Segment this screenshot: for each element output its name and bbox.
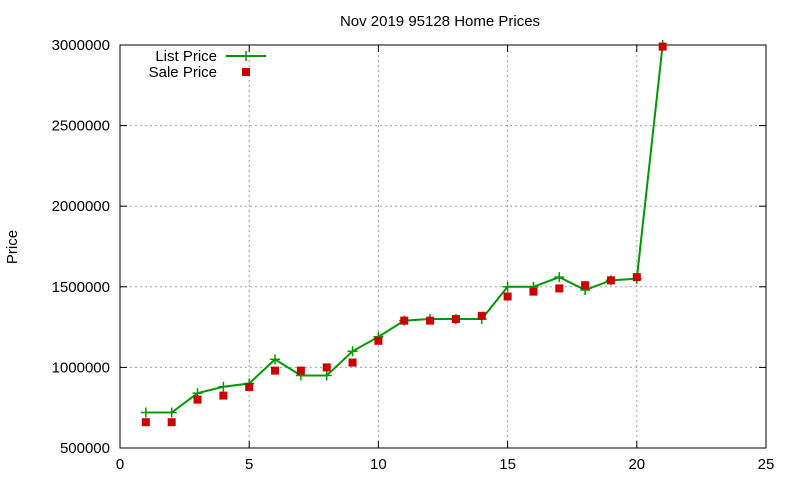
sale-price-point bbox=[167, 418, 176, 427]
sale-price-point bbox=[245, 383, 254, 392]
x-tick-label: 5 bbox=[245, 456, 253, 473]
legend-label: List Price bbox=[155, 48, 217, 65]
y-tick-label: 3000000 bbox=[52, 37, 110, 54]
sale-price-point bbox=[219, 391, 228, 400]
sale-price-point bbox=[374, 336, 383, 345]
sale-price-point bbox=[503, 292, 512, 301]
legend-square-marker bbox=[242, 68, 250, 76]
sale-price-point bbox=[141, 418, 150, 427]
y-tick-label: 1500000 bbox=[52, 279, 110, 296]
x-tick-label: 20 bbox=[628, 456, 645, 473]
x-tick-label: 0 bbox=[116, 456, 124, 473]
series-1 bbox=[141, 42, 667, 427]
list-price-point bbox=[321, 370, 332, 381]
sale-price-point bbox=[348, 358, 357, 367]
list-price-point bbox=[140, 407, 151, 418]
list-price-point bbox=[270, 354, 281, 365]
axes: 0 5 10 15 20 25 500000 1000000 1500000 2000000 250… bbox=[52, 37, 775, 473]
list-price-point bbox=[554, 272, 565, 283]
list-price-point bbox=[218, 381, 229, 392]
sale-price-point bbox=[322, 363, 331, 372]
sale-price-point bbox=[477, 311, 486, 320]
sale-price-point bbox=[271, 366, 280, 375]
chart-title: Nov 2019 95128 Home Prices bbox=[340, 13, 540, 30]
sale-price-point bbox=[581, 281, 590, 290]
x-tick-label: 25 bbox=[758, 456, 775, 473]
y-tick-label: 1000000 bbox=[52, 359, 110, 376]
sale-price-point bbox=[555, 284, 564, 293]
y-tick-label: 2000000 bbox=[52, 198, 110, 215]
sale-price-point bbox=[193, 395, 202, 404]
list-price-point bbox=[502, 281, 513, 292]
legend-label: Sale Price bbox=[149, 64, 217, 81]
sale-price-point bbox=[296, 366, 305, 375]
sale-price-point bbox=[658, 42, 667, 51]
sale-price-point bbox=[632, 273, 641, 282]
legend-plus-marker bbox=[241, 51, 251, 61]
y-tick-label: 2500000 bbox=[52, 118, 110, 135]
sale-price-point bbox=[426, 316, 435, 325]
sale-price-point bbox=[529, 287, 538, 296]
plot-series bbox=[140, 40, 668, 427]
x-tick-label: 10 bbox=[370, 456, 387, 473]
x-tick-label: 15 bbox=[499, 456, 516, 473]
plot-frame bbox=[119, 44, 767, 449]
list-price-point bbox=[166, 407, 177, 418]
y-tick-label: 500000 bbox=[60, 440, 110, 457]
list-price-point bbox=[347, 346, 358, 357]
sale-price-point bbox=[400, 316, 409, 325]
sale-price-point bbox=[451, 315, 460, 324]
sale-price-point bbox=[606, 276, 615, 285]
y-axis-label: Price bbox=[4, 230, 21, 264]
